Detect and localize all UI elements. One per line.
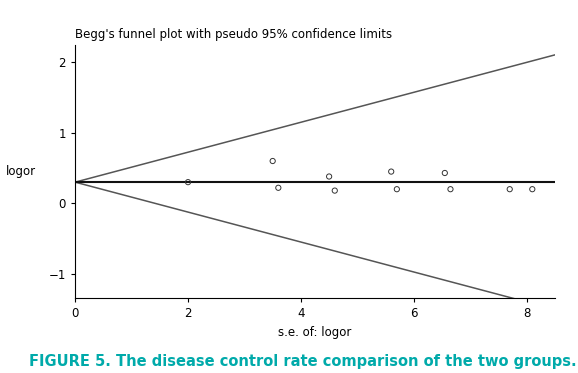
Point — [528, 186, 537, 192]
Point — [440, 170, 450, 176]
X-axis label: s.e. of: logor: s.e. of: logor — [279, 326, 351, 339]
Text: Begg's funnel plot with pseudo 95% confidence limits: Begg's funnel plot with pseudo 95% confi… — [75, 28, 392, 41]
Point — [324, 173, 334, 179]
Point — [274, 185, 283, 191]
Point — [446, 186, 455, 192]
Point — [387, 169, 396, 175]
Text: FIGURE 5. The disease control rate comparison of the two groups.: FIGURE 5. The disease control rate compa… — [29, 354, 576, 369]
Point — [183, 179, 192, 185]
Point — [268, 158, 277, 164]
Point — [505, 186, 514, 192]
Y-axis label: logor: logor — [6, 165, 36, 178]
Point — [330, 188, 339, 194]
Point — [392, 186, 402, 192]
